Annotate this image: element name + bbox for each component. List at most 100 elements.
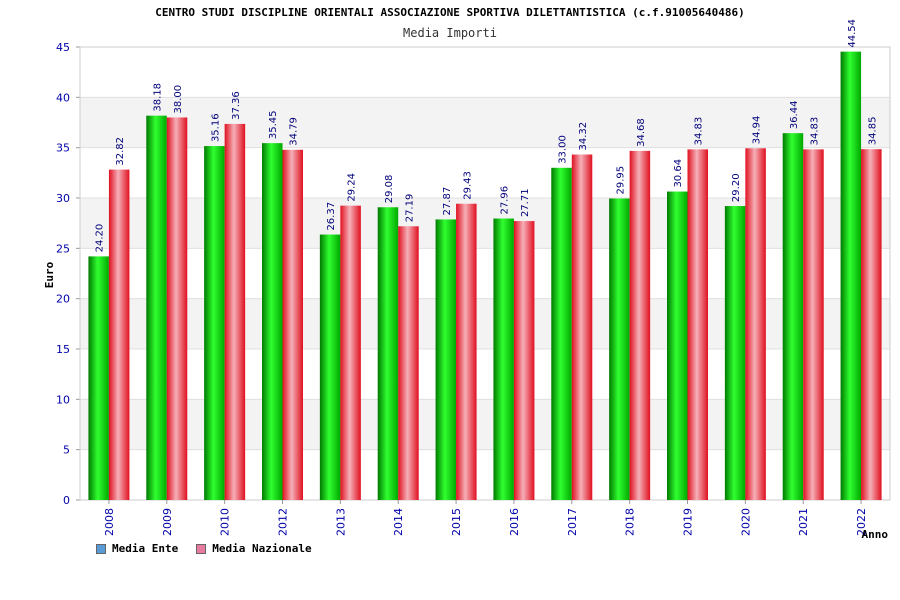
y-tick-label: 30 bbox=[56, 192, 70, 205]
data-label-media-ente: 44.54 bbox=[847, 19, 858, 48]
y-tick-label: 5 bbox=[63, 444, 70, 457]
x-tick-label: 2021 bbox=[797, 508, 810, 536]
x-tick-label: 2010 bbox=[219, 508, 232, 536]
plot-frame bbox=[79, 46, 891, 501]
x-tick-label: 2009 bbox=[161, 508, 174, 536]
data-label-media-ente: 29.95 bbox=[615, 166, 626, 195]
bars bbox=[88, 51, 882, 501]
bar-media-nazionale bbox=[687, 149, 708, 501]
x-tick-label: 2018 bbox=[624, 508, 637, 536]
data-labels: 24.20 32.82 38.18 38.00 35.16 37.36 35.45 34.79… bbox=[95, 19, 879, 252]
data-label-media-nazionale: 29.24 bbox=[347, 173, 358, 202]
data-label-media-ente: 33.00 bbox=[558, 135, 569, 164]
data-label-media-ente: 27.87 bbox=[442, 187, 453, 216]
y-tick-label: 40 bbox=[56, 91, 70, 104]
legend-swatch-nazionale bbox=[196, 543, 207, 554]
data-label-media-ente: 27.96 bbox=[500, 186, 511, 215]
data-label-media-ente: 29.08 bbox=[384, 175, 395, 204]
bar-media-ente bbox=[204, 146, 225, 500]
bar-media-ente bbox=[262, 143, 283, 501]
grid bbox=[80, 46, 890, 501]
y-tick-label: 15 bbox=[56, 343, 70, 356]
data-label-media-nazionale: 34.68 bbox=[636, 118, 647, 147]
data-label-media-nazionale: 38.00 bbox=[173, 85, 184, 114]
bar-media-nazionale bbox=[108, 169, 130, 500]
grid-band bbox=[80, 97, 890, 148]
data-label-media-ente: 35.16 bbox=[210, 113, 221, 142]
data-label-media-nazionale: 34.83 bbox=[694, 117, 705, 146]
data-label-media-ente: 29.20 bbox=[731, 173, 742, 202]
bar-media-ente bbox=[493, 218, 514, 500]
bar-media-ente bbox=[551, 167, 572, 501]
x-tick-label: 2020 bbox=[739, 508, 752, 536]
legend-label-ente: Media Ente bbox=[112, 542, 179, 555]
bar-media-ente bbox=[377, 207, 399, 500]
bar-media-nazionale bbox=[745, 148, 766, 500]
bar-media-nazionale bbox=[398, 226, 419, 500]
bar-media-ente bbox=[435, 219, 457, 500]
data-label-media-ente: 24.20 bbox=[95, 224, 106, 253]
legend-swatch-ente bbox=[96, 543, 106, 554]
x-tick-label: 2014 bbox=[392, 508, 405, 536]
bar-media-nazionale bbox=[456, 203, 477, 500]
y-tick-label: 10 bbox=[56, 393, 70, 406]
legend-item-nazionale: Media Nazionale bbox=[196, 542, 312, 555]
axes: 0 5 10 15 20 25 30 35 40 45 2008 2009 2010 2012 2013 20… bbox=[56, 41, 891, 536]
grid-band bbox=[80, 399, 890, 450]
data-label-media-ente: 30.64 bbox=[673, 159, 684, 188]
legend-label-nazionale: Media Nazionale bbox=[212, 542, 312, 555]
bar-media-nazionale bbox=[861, 149, 882, 500]
legend: Media Ente Media Nazionale bbox=[96, 542, 312, 555]
bar-media-nazionale bbox=[340, 205, 361, 500]
y-tick-label: 0 bbox=[63, 494, 70, 507]
bar-media-ente bbox=[609, 198, 630, 500]
chart-title: CENTRO STUDI DISCIPLINE ORIENTALI ASSOCI… bbox=[155, 6, 744, 19]
data-label-media-nazionale: 32.82 bbox=[115, 137, 126, 166]
data-label-media-ente: 36.44 bbox=[789, 101, 800, 130]
bar-media-ente bbox=[724, 206, 746, 500]
bar-media-nazionale bbox=[282, 149, 303, 500]
x-axis-label: Anno bbox=[862, 528, 889, 541]
data-label-media-nazionale: 27.71 bbox=[520, 188, 531, 217]
data-label-media-nazionale: 34.79 bbox=[289, 117, 300, 146]
bar-media-ente bbox=[782, 133, 804, 501]
grid-band bbox=[80, 198, 890, 249]
chart-subtitle: Media Importi bbox=[403, 26, 497, 40]
bar-media-ente bbox=[840, 51, 862, 500]
data-label-media-nazionale: 29.43 bbox=[462, 171, 473, 200]
x-tick-label: 2017 bbox=[566, 508, 579, 536]
x-tick-label: 2013 bbox=[334, 508, 347, 536]
grid-band bbox=[80, 298, 890, 349]
x-tick-label: 2015 bbox=[450, 508, 463, 536]
x-tick-label: 2016 bbox=[508, 508, 521, 536]
bar-media-nazionale bbox=[803, 149, 824, 501]
data-label-media-ente: 38.18 bbox=[153, 83, 164, 112]
bar-media-nazionale bbox=[224, 123, 246, 500]
x-tick-label: 2012 bbox=[277, 508, 290, 536]
bar-media-ente bbox=[667, 191, 688, 501]
data-label-media-nazionale: 34.32 bbox=[578, 122, 589, 151]
x-tick-label: 2008 bbox=[103, 508, 116, 536]
y-tick-label: 20 bbox=[56, 293, 70, 306]
bar-media-nazionale bbox=[513, 221, 535, 500]
data-label-media-nazionale: 34.94 bbox=[752, 116, 763, 145]
x-tick-label: 2022 bbox=[855, 508, 868, 536]
y-tick-label: 35 bbox=[56, 142, 70, 155]
legend-item-ente: Media Ente bbox=[96, 542, 178, 555]
bar-media-nazionale bbox=[166, 117, 188, 500]
data-label-media-nazionale: 34.85 bbox=[867, 117, 878, 146]
y-axis-label: Euro bbox=[43, 261, 56, 288]
bar-media-ente bbox=[88, 256, 109, 500]
x-tick-label: 2019 bbox=[682, 508, 695, 536]
data-label-media-nazionale: 34.83 bbox=[809, 117, 820, 146]
data-label-media-ente: 35.45 bbox=[268, 110, 279, 139]
bar-media-nazionale bbox=[629, 150, 651, 500]
bar-media-ente bbox=[146, 115, 167, 500]
data-label-media-ente: 26.37 bbox=[326, 202, 337, 231]
data-label-media-nazionale: 27.19 bbox=[404, 194, 415, 223]
data-label-media-nazionale: 37.36 bbox=[231, 91, 242, 120]
y-tick-label: 25 bbox=[56, 242, 70, 255]
y-tick-label: 45 bbox=[56, 41, 70, 54]
bar-media-nazionale bbox=[571, 154, 593, 500]
